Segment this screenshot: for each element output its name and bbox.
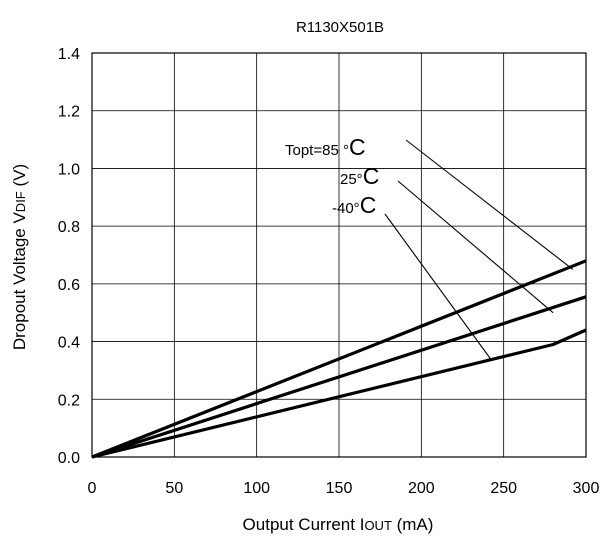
- y-tick-label: 1.4: [58, 46, 80, 63]
- x-axis-label-main: Output Current I: [243, 515, 365, 534]
- y-axis-label-unit: (V): [10, 164, 29, 191]
- annotation-label-2: 25°C: [340, 163, 379, 189]
- y-tick-label: 1.2: [58, 104, 80, 121]
- y-tick-label: 0.0: [58, 450, 80, 467]
- x-tick-label: 150: [326, 480, 353, 497]
- y-axis-label: Dropout Voltage VDIF (V): [10, 164, 29, 350]
- y-axis-label-sub: DIF: [13, 191, 28, 212]
- annotation-label-1: Topt=85 °C: [285, 134, 366, 160]
- annotations: Topt=85 °C 25°C -40°C: [285, 134, 574, 360]
- y-tick-label: 0.8: [58, 219, 80, 236]
- x-axis-label: Output Current IOUT (mA): [243, 515, 434, 534]
- annotation-leader-2: [397, 180, 554, 314]
- x-tick-label: 50: [165, 480, 183, 497]
- y-tick-label: 0.6: [58, 277, 80, 294]
- x-tick-label: 250: [490, 480, 517, 497]
- x-axis-label-sub: OUT: [364, 518, 392, 533]
- grid: [91, 52, 587, 458]
- annotation-leader-3: [384, 213, 491, 360]
- plot-frame: [91, 52, 587, 458]
- y-axis-label-main: Dropout Voltage V: [10, 212, 29, 351]
- x-tick-label: 200: [408, 480, 435, 497]
- y-tick-label: 1.0: [58, 161, 80, 178]
- x-tick-label: 0: [88, 480, 97, 497]
- series-line-3: [91, 328, 587, 459]
- y-tick-labels: 0.0 0.2 0.4 0.6 0.8 1.0 1.2 1.4: [58, 46, 80, 467]
- y-tick-label: 0.4: [58, 335, 80, 352]
- annotation-leader-1: [405, 139, 574, 270]
- x-axis-label-unit: (mA): [392, 515, 434, 534]
- series-line-2: [91, 295, 587, 459]
- x-tick-label: 100: [243, 480, 270, 497]
- annotation-label-3: -40°C: [332, 192, 376, 218]
- y-tick-label: 0.2: [58, 392, 80, 409]
- x-tick-labels: 0 50 100 150 200 250 300: [88, 480, 600, 497]
- series-line-1: [91, 259, 587, 459]
- x-tick-label: 300: [573, 480, 600, 497]
- series-layer: [91, 259, 587, 459]
- chart-title: R1130X501B: [296, 19, 384, 36]
